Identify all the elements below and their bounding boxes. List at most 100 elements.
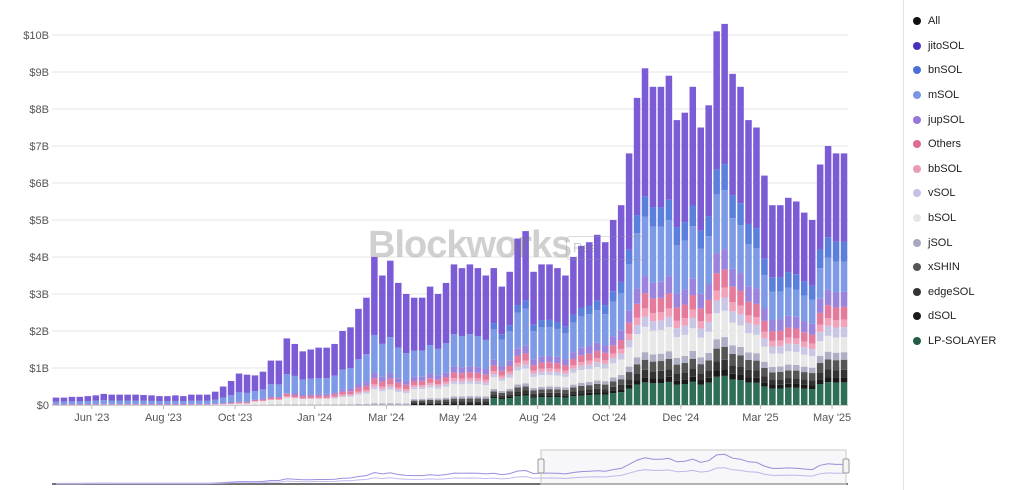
bar-segment-msol[interactable] [546,326,553,356]
bar-segment-msol[interactable] [609,301,617,337]
bar-segment-jitosol[interactable] [538,264,545,321]
bar-segment-bbsol[interactable] [410,385,418,388]
bar-segment-lp-solayer[interactable] [593,394,601,405]
bar-segment-others[interactable] [721,269,728,288]
bar-stack[interactable] [490,268,498,405]
bar-segment-xshin[interactable] [689,358,697,370]
bar-segment-vsol[interactable] [689,317,697,329]
bar-segment-jitosol[interactable] [410,297,418,351]
bar-segment-jitosol[interactable] [737,86,744,204]
bar-segment-bbsol[interactable] [307,397,314,399]
bar-segment-dsol[interactable] [729,373,736,380]
bar-segment-lp-solayer[interactable] [681,384,689,405]
bar-segment-bbsol[interactable] [148,404,155,405]
bar-segment-xshin[interactable] [633,364,641,374]
bar-segment-jupsol[interactable] [283,393,291,394]
bar-segment-others[interactable] [506,366,513,372]
bar-segment-jsol[interactable] [538,386,545,390]
bar-segment-edgesol[interactable] [498,395,506,398]
bar-segment-lp-solayer[interactable] [745,382,752,405]
bar-segment-bbsol[interactable] [331,396,338,398]
bar-segment-jitosol[interactable] [697,127,705,231]
bar-segment-others[interactable] [824,305,832,319]
bar-segment-others[interactable] [426,378,434,383]
bar-segment-edgesol[interactable] [633,373,641,381]
bar-segment-bbsol[interactable] [227,403,235,405]
bar-segment-bbsol[interactable] [681,318,689,326]
bar-segment-msol[interactable] [339,369,346,390]
bar-segment-others[interactable] [299,396,307,399]
bar-segment-jsol[interactable] [371,403,378,405]
bar-segment-jsol[interactable] [721,337,728,347]
bar-segment-jsol[interactable] [792,364,800,371]
bar-segment-msol[interactable] [195,400,203,404]
bar-segment-bbsol[interactable] [713,290,720,301]
bar-segment-bbsol[interactable] [164,404,171,405]
bar-segment-bnsol[interactable] [570,314,577,323]
bar-segment-bnsol[interactable] [785,272,792,288]
bar-segment-bsol[interactable] [498,380,506,391]
bar-segment-bsol[interactable] [824,335,832,352]
bar-segment-jupsol[interactable] [737,273,744,291]
bar-segment-jupsol[interactable] [339,389,346,392]
bar-segment-xshin[interactable] [832,360,840,371]
bar-segment-edgesol[interactable] [665,369,673,377]
bar-segment-msol[interactable] [442,343,450,373]
bar-segment-dsol[interactable] [824,377,832,383]
bar-stack[interactable] [681,112,689,405]
bar-segment-msol[interactable] [299,379,307,395]
bar-segment-others[interactable] [609,345,617,354]
bar-segment-vsol[interactable] [840,327,848,338]
bar-segment-msol[interactable] [745,243,752,287]
bar-segment-jitosol[interactable] [554,268,561,322]
bar-segment-others[interactable] [267,397,275,400]
bar-segment-msol[interactable] [156,401,163,405]
bar-segment-jsol[interactable] [785,364,792,371]
bar-segment-bnsol[interactable] [824,237,832,258]
bar-segment-edgesol[interactable] [657,370,665,379]
bar-stack[interactable] [172,395,179,406]
bar-segment-edgesol[interactable] [641,369,649,378]
bar-segment-bbsol[interactable] [498,375,506,379]
bar-segment-msol[interactable] [705,236,712,285]
bar-segment-bnsol[interactable] [578,307,585,317]
bar-segment-edgesol[interactable] [729,365,736,374]
bar-segment-msol[interactable] [323,378,330,394]
bar-segment-others[interactable] [283,393,291,397]
bar-segment-bsol[interactable] [761,346,768,362]
bar-segment-jitosol[interactable] [124,394,131,401]
bar-segment-jitosol[interactable] [808,220,816,286]
bar-segment-bbsol[interactable] [418,385,426,388]
bar-segment-xshin[interactable] [506,391,513,395]
bar-segment-bsol[interactable] [546,374,553,387]
bar-segment-jitosol[interactable] [649,86,657,208]
bar-segment-bsol[interactable] [418,389,426,400]
bar-segment-jupsol[interactable] [633,288,641,304]
bar-segment-jsol[interactable] [832,352,840,361]
bar-segment-others[interactable] [673,307,681,321]
bar-segment-xshin[interactable] [705,360,712,371]
bar-segment-others[interactable] [450,372,458,379]
bar-segment-vsol[interactable] [681,325,689,335]
bar-segment-dsol[interactable] [593,392,601,395]
bar-segment-others[interactable] [761,320,768,332]
bar-segment-vsol[interactable] [442,384,450,387]
bar-segment-bnsol[interactable] [546,319,553,327]
bar-segment-others[interactable] [418,380,426,386]
bar-segment-jitosol[interactable] [299,351,307,380]
bar-segment-bsol[interactable] [410,389,418,400]
bar-segment-vsol[interactable] [713,300,720,314]
bar-segment-vsol[interactable] [586,364,593,369]
bar-segment-bsol[interactable] [586,368,593,382]
bar-segment-edgesol[interactable] [761,376,768,383]
bar-segment-bnsol[interactable] [562,326,569,334]
bar-stack[interactable] [498,286,506,405]
bar-segment-jitosol[interactable] [68,396,76,402]
bar-segment-bbsol[interactable] [140,404,147,405]
bar-segment-others[interactable] [538,362,545,369]
bar-segment-vsol[interactable] [824,325,832,336]
bar-segment-others[interactable] [514,355,521,363]
bar-segment-lp-solayer[interactable] [800,388,808,405]
bar-segment-others[interactable] [259,399,267,401]
bar-segment-bsol[interactable] [808,356,816,368]
